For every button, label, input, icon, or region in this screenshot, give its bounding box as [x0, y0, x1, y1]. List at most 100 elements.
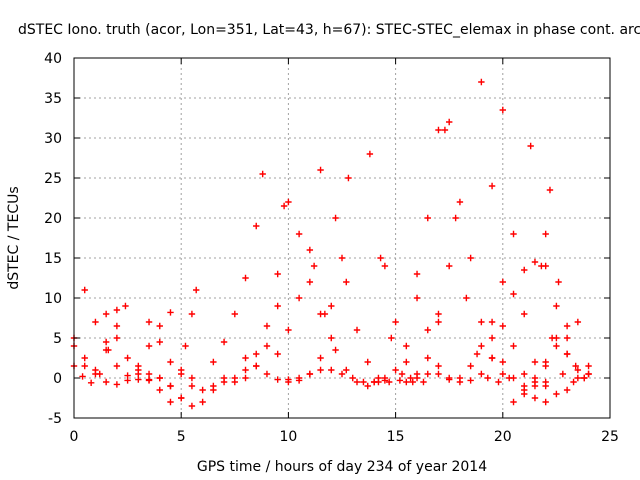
data-point [96, 370, 103, 378]
data-point [345, 174, 352, 182]
data-point [510, 290, 517, 298]
data-point [113, 381, 121, 388]
x-tick-label: 5 [177, 429, 186, 445]
data-point [370, 378, 378, 386]
series-arc [135, 370, 217, 410]
data-point [510, 374, 517, 382]
series-arc [70, 309, 174, 388]
y-tick-label: 35 [44, 91, 62, 107]
data-point [499, 106, 506, 114]
data-point [79, 373, 86, 380]
data-point [242, 366, 249, 374]
data-point [510, 398, 517, 406]
data-point [446, 262, 453, 270]
data-point [332, 346, 339, 354]
data-point [409, 378, 416, 386]
data-point [478, 370, 485, 378]
data-point [521, 370, 528, 378]
data-point [392, 366, 399, 374]
data-point [231, 310, 238, 318]
data-point [92, 318, 99, 326]
data-point [210, 382, 217, 390]
x-tick-label: 20 [494, 429, 512, 445]
data-point [285, 198, 292, 206]
data-point [467, 254, 474, 262]
data-point [92, 366, 99, 374]
series-arc [370, 126, 442, 386]
data-point [188, 402, 196, 410]
data-point [488, 182, 496, 190]
data-point [407, 374, 414, 382]
data-point [572, 362, 579, 370]
data-point [542, 398, 549, 406]
data-point [274, 376, 281, 383]
data-point [377, 254, 384, 262]
data-point [328, 302, 335, 310]
data-point [441, 126, 449, 134]
series-arc [167, 286, 200, 390]
series-arc [441, 126, 513, 386]
data-point [81, 354, 88, 362]
data-point [521, 390, 528, 398]
data-point [546, 186, 554, 194]
data-point [102, 378, 110, 386]
data-point [510, 342, 517, 350]
x-tick-label: 10 [279, 429, 297, 445]
y-tick-label: 30 [44, 131, 62, 147]
data-point [499, 358, 506, 366]
data-point [559, 370, 567, 378]
data-point [306, 278, 314, 286]
data-point [531, 258, 539, 266]
data-point [145, 376, 153, 383]
data-point [463, 294, 470, 302]
data-point [178, 366, 185, 374]
data-point [317, 166, 324, 174]
data-point [178, 394, 185, 402]
data-point [555, 278, 562, 286]
data-point [193, 286, 200, 294]
data-point [263, 370, 271, 378]
data-point [156, 338, 163, 346]
data-point [467, 377, 474, 384]
x-axis-label: GPS time / hours of day 234 of year 2014 [197, 459, 487, 475]
data-point [274, 350, 281, 358]
y-axis-label: dSTEC / TECUs [6, 186, 22, 289]
data-point [527, 142, 534, 150]
data-point [167, 382, 174, 390]
data-point [563, 334, 571, 342]
data-point [446, 374, 453, 382]
data-point [542, 382, 549, 390]
data-point [274, 302, 281, 310]
data-point [521, 382, 528, 390]
data-point [167, 309, 174, 316]
data-point [156, 374, 163, 382]
data-point [156, 322, 163, 330]
x-tick-label: 15 [387, 429, 405, 445]
data-point [574, 318, 582, 326]
data-point [563, 386, 571, 394]
data-point [317, 366, 324, 374]
series-arc [70, 302, 129, 386]
y-tick-label: 40 [44, 51, 62, 67]
data-point [295, 294, 303, 302]
series-arc [510, 334, 592, 406]
series-arc [499, 106, 571, 398]
data-point [392, 318, 399, 326]
data-point [435, 310, 442, 318]
data-point [135, 376, 142, 383]
data-point [124, 354, 131, 362]
data-point [488, 318, 496, 326]
data-point [87, 379, 95, 386]
x-tick-label: 0 [70, 429, 79, 445]
plot-border [73, 57, 611, 419]
data-point [435, 370, 442, 378]
data-point [113, 322, 121, 330]
axis-ticks: 0 5 10 15 20 25 -5 0 5 10 15 20 25 30 35 40 [44, 51, 619, 445]
data-point [456, 198, 464, 206]
data-point [102, 310, 110, 318]
data-point [553, 302, 560, 310]
series-arc [210, 170, 266, 366]
data-point [403, 342, 410, 350]
data-point [321, 310, 329, 318]
